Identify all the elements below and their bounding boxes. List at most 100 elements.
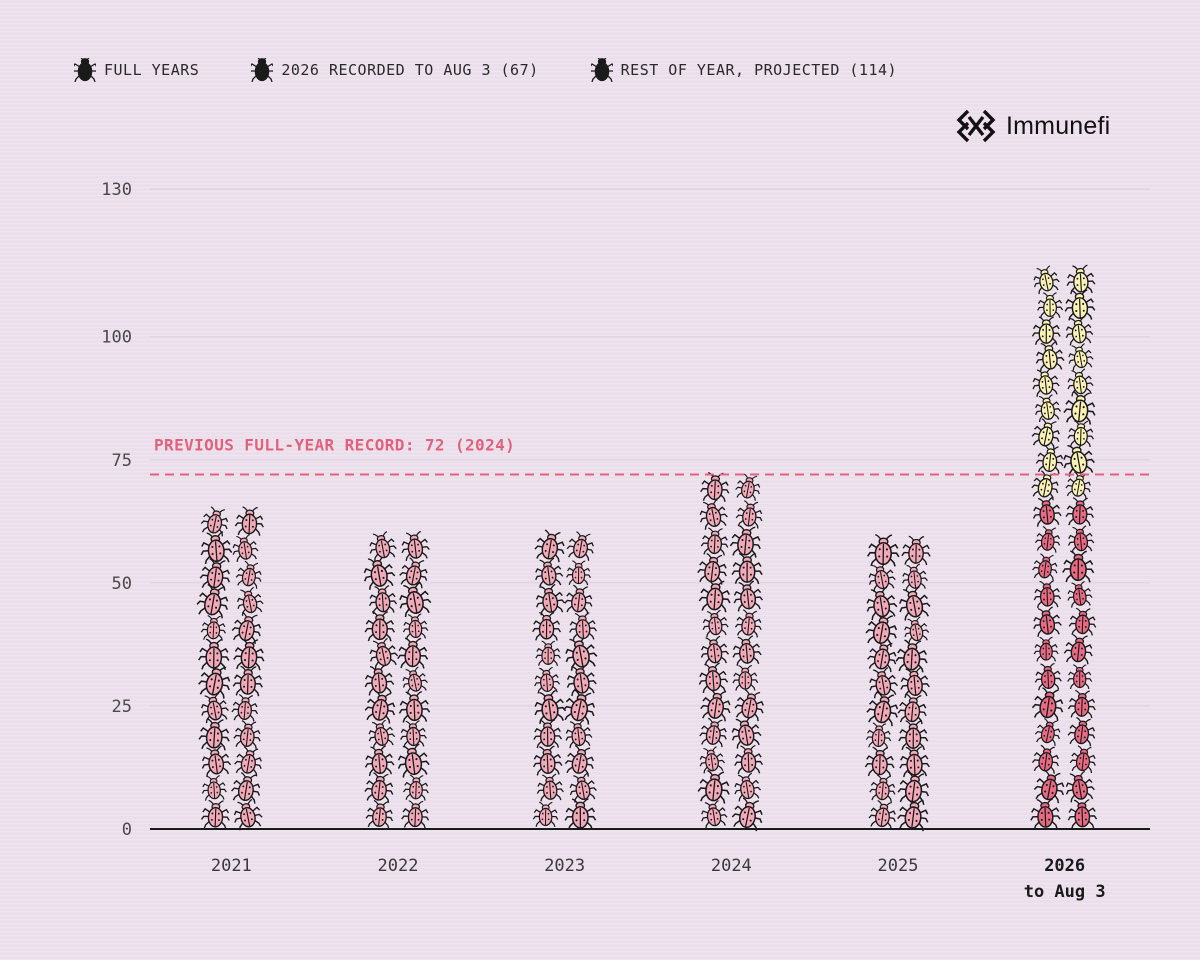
bug-mark-full-year [867, 640, 897, 673]
bug-mark-full-year [869, 774, 896, 803]
x-tick-label: 2021 [211, 856, 252, 876]
bug-mark-full-year [868, 562, 896, 593]
bug-mark-full-year [564, 744, 594, 777]
bug-mark-full-year [535, 557, 564, 588]
bug-mark-full-year [534, 689, 567, 724]
bug-mark-projected [1067, 420, 1095, 448]
bug-mark-full-year [232, 665, 263, 697]
bug-mark-full-year [536, 773, 564, 802]
bug-mark-projected [1035, 444, 1064, 475]
bug-mark-full-year [364, 611, 396, 642]
bug-mark-full-year [201, 745, 232, 777]
bug-mark-projected [1067, 368, 1094, 397]
bug-mark-full-year [399, 582, 432, 618]
bug-mark-full-year [697, 553, 727, 585]
bug-mark-full-year [369, 637, 399, 670]
legend-label-full-years: FULL YEARS [104, 61, 200, 79]
bug-mark-full-year [897, 771, 930, 806]
bug-mark-full-year [900, 667, 930, 699]
x-tick-label: 2026 [1044, 856, 1085, 876]
bug-mark-full-year [700, 688, 731, 722]
bug-mark-full-year [865, 722, 892, 749]
bug-mark-recorded [1065, 497, 1095, 527]
bug-mark-full-year [237, 586, 264, 616]
chart-legend: FULL YEARS 2026 RECORDED TO AUG 3 (67) R… [74, 58, 949, 82]
bug-mark-full-year [201, 775, 227, 801]
bug-mark-full-year [734, 772, 762, 802]
bug-mark-full-year [864, 746, 895, 777]
y-axis-ticks: 0 25 50 75 100 130 [101, 180, 132, 840]
bug-mark-full-year [904, 616, 930, 644]
bug-mark-recorded [1031, 687, 1064, 722]
bug-mark-full-year [403, 774, 429, 801]
bug-mark-full-year [368, 719, 396, 749]
bug-mark-projected [1068, 343, 1094, 371]
bug-mark-recorded [1065, 770, 1095, 803]
bug-mark-full-year [564, 584, 593, 615]
legend-item-full-years: FULL YEARS [74, 58, 199, 82]
bug-mark-full-year [901, 535, 931, 566]
bug-mark-full-year [200, 615, 226, 641]
y-tick-label: 100 [101, 328, 132, 348]
bug-mark-full-year [201, 692, 229, 724]
bug-mark-full-year [368, 585, 398, 615]
bug-mark-full-year [898, 720, 929, 751]
x-tick-label: 2023 [544, 856, 585, 876]
bug-mark-full-year [400, 720, 427, 748]
bug-mark-full-year [198, 663, 231, 699]
bug-mark-recorded [1067, 689, 1096, 719]
bug-mark-full-year [566, 560, 591, 586]
brand-logo: Immunefi [956, 108, 1110, 144]
bug-mark-full-year [897, 693, 927, 725]
bug-mark-recorded [1031, 744, 1059, 774]
bug-mark-projected [1035, 341, 1065, 372]
bug-mark-full-year [402, 613, 429, 640]
bug-mark-full-year [532, 801, 559, 828]
bug-mark-full-year [401, 530, 430, 562]
bug-mark-full-year [535, 583, 566, 616]
bug-mark-full-year [563, 689, 596, 725]
brand-name: Immunefi [1006, 111, 1111, 140]
bug-mark-projected [1031, 316, 1061, 346]
bug-mark-recorded [1063, 633, 1093, 665]
bug-mark-full-year [897, 797, 929, 832]
bug-mark-full-year [566, 531, 594, 561]
legend-label-projected: REST OF YEAR, PROJECTED (114) [620, 61, 898, 79]
y-tick-label: 0 [122, 820, 132, 840]
bug-mark-full-year [735, 473, 761, 501]
x-tick-label: 2022 [378, 856, 419, 876]
bug-mark-full-year [231, 611, 262, 645]
bug-mark-full-year [700, 527, 729, 556]
bug-mark-projected [1035, 394, 1062, 423]
bug-mark-full-year [731, 797, 763, 832]
bug-mark-full-year [701, 800, 728, 829]
bug-mark-full-year [565, 719, 593, 749]
bug-mark-full-year [369, 531, 397, 561]
bug-mark-full-year [734, 744, 764, 775]
bug-mark-recorded [1033, 606, 1062, 637]
legend-label-recorded: 2026 RECORDED TO AUG 3 (67) [281, 61, 539, 79]
bug-mark-recorded [1032, 496, 1062, 527]
bug-mark-full-year [399, 557, 428, 589]
bug-mark-full-year [364, 772, 394, 803]
bug-mark-full-year [401, 800, 430, 829]
bug-columns [196, 264, 1098, 832]
x-tick-label: 2024 [711, 856, 752, 876]
bug-mark-full-year [699, 717, 727, 748]
immunefi-logo-icon [956, 109, 996, 143]
bug-mark-recorded [1032, 553, 1058, 581]
bug-mark-full-year [233, 798, 263, 831]
previous-record-label: PREVIOUS FULL-YEAR RECORD: 72 (2024) [154, 436, 515, 455]
bug-mark-recorded [1034, 662, 1062, 691]
bug-mark-full-year [868, 800, 896, 830]
bug-mark-full-year [734, 609, 762, 638]
legend-bug-icon [251, 58, 274, 82]
bug-mark-projected [1037, 292, 1064, 319]
bug-mark-full-year [200, 799, 230, 830]
bug-mark-full-year [200, 506, 229, 537]
bug-mark-recorded [1034, 717, 1061, 746]
bug-mark-full-year [235, 560, 262, 589]
x-tick-label: 2025 [878, 856, 919, 876]
bug-mark-projected [1063, 442, 1095, 477]
